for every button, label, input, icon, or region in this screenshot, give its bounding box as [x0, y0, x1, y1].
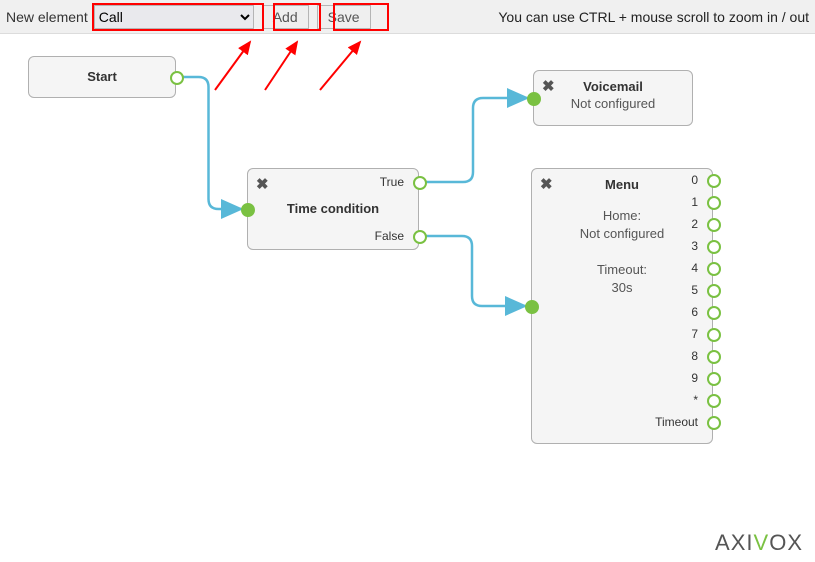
brand-logo: AXIVOX — [715, 530, 803, 556]
menu.out.10-port[interactable] — [707, 394, 721, 408]
logo-post: OX — [769, 530, 803, 555]
menu.out.6-label: 6 — [691, 305, 698, 319]
menu.out.2-label: 2 — [691, 217, 698, 231]
logo-pre: AXI — [715, 530, 753, 555]
start.out-port[interactable] — [170, 71, 184, 85]
menu.out.10-label: * — [693, 393, 698, 407]
menu.out.5-port[interactable] — [707, 284, 721, 298]
menu.out.3-port[interactable] — [707, 240, 721, 254]
menu.out.6-port[interactable] — [707, 306, 721, 320]
menu.out.0-label: 0 — [691, 173, 698, 187]
menu-line: 30s — [532, 280, 712, 296]
menu.out.4-port[interactable] — [707, 262, 721, 276]
close-icon[interactable]: ✖ — [542, 77, 555, 95]
menu.out.11-port[interactable] — [707, 416, 721, 430]
menu.out.5-label: 5 — [691, 283, 698, 297]
menu.out.7-label: 7 — [691, 327, 698, 341]
close-icon[interactable]: ✖ — [540, 175, 553, 193]
menu-node[interactable]: ✖Menu Home: Not configured Timeout: 30s 0 1 2 3 4… — [531, 168, 713, 444]
menu.out.9-port[interactable] — [707, 372, 721, 386]
menu.out.3-label: 3 — [691, 239, 698, 253]
start-node[interactable]: Start — [28, 56, 176, 98]
menu.out.4-label: 4 — [691, 261, 698, 275]
flow-canvas[interactable]: Start✖Time conditionTrueFalse✖VoicemailN… — [0, 34, 815, 562]
time.out_true-port[interactable] — [413, 176, 427, 190]
menu-line: Timeout: — [532, 262, 712, 278]
element-type-select[interactable]: Call — [94, 5, 254, 29]
menu-line: Not configured — [532, 226, 712, 242]
menu-line: Home: — [532, 208, 712, 224]
menu-line — [532, 244, 712, 260]
voicemail-title: Voicemail — [534, 71, 692, 96]
menu.out.0-port[interactable] — [707, 174, 721, 188]
menu.out.2-port[interactable] — [707, 218, 721, 232]
time.out_true-label: True — [380, 175, 404, 189]
time.out_false-label: False — [375, 229, 404, 243]
add-button[interactable]: Add — [262, 5, 309, 29]
menu-title: Menu — [532, 169, 712, 202]
time-condition-node[interactable]: ✖Time conditionTrueFalse — [247, 168, 419, 250]
start-title: Start — [29, 57, 175, 96]
edge — [176, 77, 241, 209]
menu.out.7-port[interactable] — [707, 328, 721, 342]
zoom-hint: You can use CTRL + mouse scroll to zoom … — [498, 9, 809, 25]
time.out_false-port[interactable] — [413, 230, 427, 244]
close-icon[interactable]: ✖ — [256, 175, 269, 193]
logo-v: V — [754, 530, 770, 555]
time.in-port[interactable] — [241, 203, 255, 217]
voicemail-sub: Not configured — [534, 96, 692, 111]
menu.out.11-label: Timeout — [655, 415, 698, 429]
new-element-label: New element — [6, 9, 88, 25]
menu.out.9-label: 9 — [691, 371, 698, 385]
save-button[interactable]: Save — [317, 5, 371, 29]
menu.out.1-port[interactable] — [707, 196, 721, 210]
edge — [419, 98, 527, 182]
edge — [419, 236, 525, 306]
menu.out.8-port[interactable] — [707, 350, 721, 364]
menu.out.1-label: 1 — [691, 195, 698, 209]
voicemail-node[interactable]: ✖VoicemailNot configured — [533, 70, 693, 126]
menu.out.8-label: 8 — [691, 349, 698, 363]
voicemail.in-port[interactable] — [527, 92, 541, 106]
toolbar: New element Call Add Save You can use CT… — [0, 0, 815, 34]
menu.in-port[interactable] — [525, 300, 539, 314]
